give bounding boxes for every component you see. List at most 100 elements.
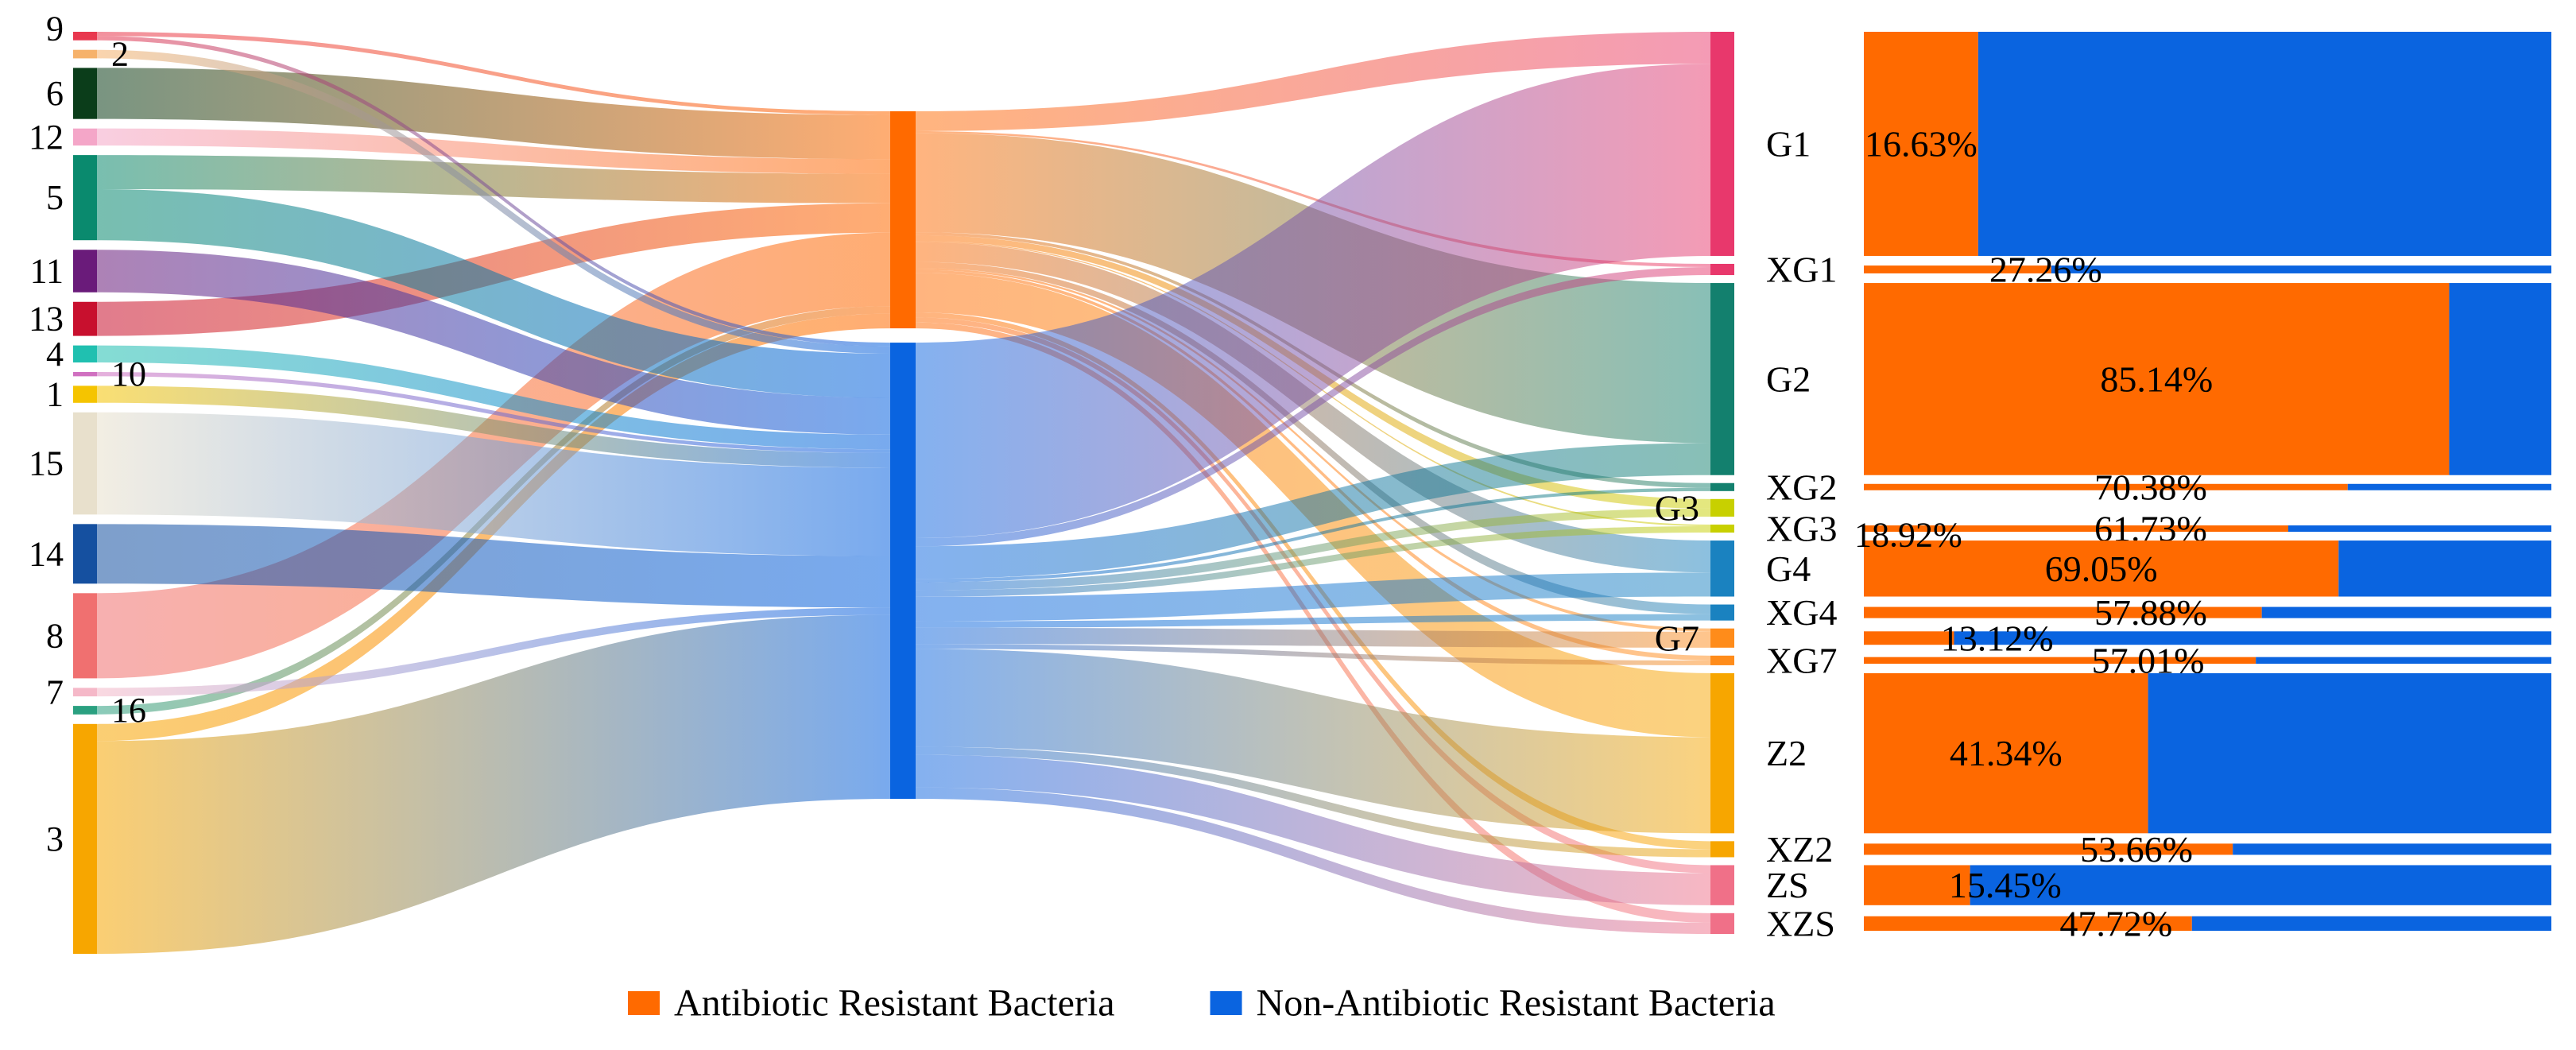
bar-label-xz2: 53.66% (2080, 829, 2193, 870)
source-label-1: 1 (46, 375, 64, 414)
target-node-g2 (1710, 283, 1734, 475)
flow-9-to-narb (97, 36, 890, 347)
flow-arb-to-xg1 (916, 130, 1710, 267)
source-node-6 (73, 68, 97, 119)
flow-narb-to-xg2 (916, 487, 1710, 583)
target-label-g7: G7 (1655, 618, 1699, 658)
bar-label-xg4: 57.88% (2094, 592, 2207, 633)
source-node-12 (73, 128, 97, 146)
bar-label-xzs: 47.72% (2059, 903, 2172, 943)
target-node-g3 (1710, 498, 1734, 517)
target-node-g4 (1710, 540, 1734, 597)
bar-label-xg1: 27.26% (1989, 250, 2102, 290)
target-label-xg2: XG2 (1766, 467, 1837, 507)
source-label-16: 16 (111, 691, 146, 730)
source-node-15 (73, 412, 97, 515)
flow-7-to-narb (97, 607, 890, 697)
flow-narb-to-g1 (916, 64, 1710, 539)
flow-10-to-narb (97, 372, 890, 453)
source-node-16 (73, 706, 97, 715)
flow-arb-to-g7 (916, 268, 1710, 632)
target-node-xg7 (1710, 655, 1734, 665)
bar-label-g7: 13.12% (1941, 618, 2054, 658)
target-label-zs: ZS (1766, 865, 1809, 905)
target-label-g3: G3 (1655, 487, 1699, 528)
target-label-xg4: XG4 (1766, 592, 1837, 633)
source-node-10 (73, 372, 97, 377)
flow-narb-to-g7 (916, 627, 1710, 648)
source-label-9: 9 (46, 10, 64, 48)
source-label-6: 6 (46, 74, 64, 113)
sankey-nodes (73, 32, 1734, 954)
bar-non-resistant-g4 (2338, 540, 2551, 597)
target-label-xg1: XG1 (1766, 250, 1837, 290)
bar-label-zs: 15.45% (1949, 865, 2062, 905)
flow-narb-to-xg7 (916, 644, 1710, 665)
source-label-7: 7 (46, 672, 64, 711)
flow-narb-to-xg4 (916, 614, 1710, 628)
bar-non-resistant-xg1 (2051, 265, 2551, 273)
bar-label-g4: 69.05% (2045, 548, 2158, 589)
source-label-8: 8 (46, 616, 64, 655)
bar-resistant-xg1 (1864, 265, 2051, 273)
flow-narb-to-z2 (916, 649, 1710, 834)
bar-non-resistant-xg3 (2287, 525, 2551, 533)
flow-3-to-narb (97, 614, 890, 954)
source-node-13 (73, 301, 97, 336)
target-node-xz2 (1710, 841, 1734, 858)
bar-label-g1: 16.63% (1865, 123, 1978, 164)
bar-label-xg3-extra: 18.92% (1854, 516, 1962, 555)
flow-narb-to-xz2 (916, 746, 1710, 858)
flow-6-to-arb (97, 68, 890, 160)
bar-resistant-zs (1864, 865, 1970, 905)
bar-resistant-xg2 (1864, 483, 2348, 490)
bar-resistant-g4 (1864, 540, 2339, 597)
bar-non-resistant-xzs (2191, 916, 2551, 932)
bar-non-resistant-g7 (1954, 631, 2551, 645)
flow-arb-to-xz2 (916, 312, 1710, 850)
flow-narb-to-zs (916, 754, 1710, 905)
flow-narb-to-xg1 (916, 266, 1710, 547)
bar-label-xg2: 70.38% (2094, 467, 2207, 507)
sankey-node-labels: 9 2 6 12 5 11 134 10 1 15 14 8 7 16 3 G1 XG1 G2 XG2 G3 XG3G4… (29, 10, 1837, 944)
flow-15-to-narb (97, 412, 890, 556)
middle-node-narb (890, 343, 916, 799)
source-flows (97, 32, 890, 954)
flow-5-to-narb (97, 188, 890, 398)
flow-14-to-narb (97, 524, 890, 608)
target-label-xzs: XZS (1766, 903, 1835, 943)
flow-9-to-arb (97, 32, 890, 115)
source-label-2: 2 (111, 35, 129, 74)
target-label-g2: G2 (1766, 358, 1811, 399)
flow-2-to-narb (97, 49, 890, 354)
middle-node-arb (890, 111, 916, 329)
bar-resistant-g7 (1864, 631, 1954, 645)
source-node-5 (73, 155, 97, 241)
bar-resistant-xg4 (1864, 606, 2262, 618)
source-node-14 (73, 524, 97, 584)
bar-non-resistant-g2 (2449, 283, 2551, 475)
target-node-xg3 (1710, 524, 1734, 533)
bar-resistant-xg3 (1864, 525, 2288, 533)
flow-5-to-arb (97, 155, 890, 203)
bar-non-resistant-zs (1970, 865, 2551, 905)
target-label-z2: Z2 (1766, 733, 1807, 773)
target-label-xg7: XG7 (1766, 640, 1837, 680)
source-node-8 (73, 593, 97, 679)
legend: Antibiotic Resistant Bacteria Non-Antibio… (628, 982, 1776, 1025)
flow-narb-to-g3 (916, 508, 1710, 591)
source-label-14: 14 (29, 534, 64, 573)
target-node-xzs (1710, 912, 1734, 934)
target-label-xz2: XZ2 (1766, 829, 1833, 870)
flow-11-to-narb (97, 250, 890, 435)
source-node-3 (73, 723, 97, 954)
target-node-xg1 (1710, 263, 1734, 276)
flow-arb-to-xg7 (916, 269, 1710, 661)
source-label-5: 5 (46, 178, 64, 217)
flow-narb-to-g4 (916, 572, 1710, 622)
source-label-11: 11 (30, 251, 64, 290)
flow-narb-to-xg3 (916, 525, 1710, 597)
stacked-bar-chart: 16.63%27.26%85.14%70.38%61.73%69.05%57.8… (1854, 32, 2551, 943)
target-label-g1: G1 (1766, 123, 1811, 164)
source-node-9 (73, 32, 97, 41)
